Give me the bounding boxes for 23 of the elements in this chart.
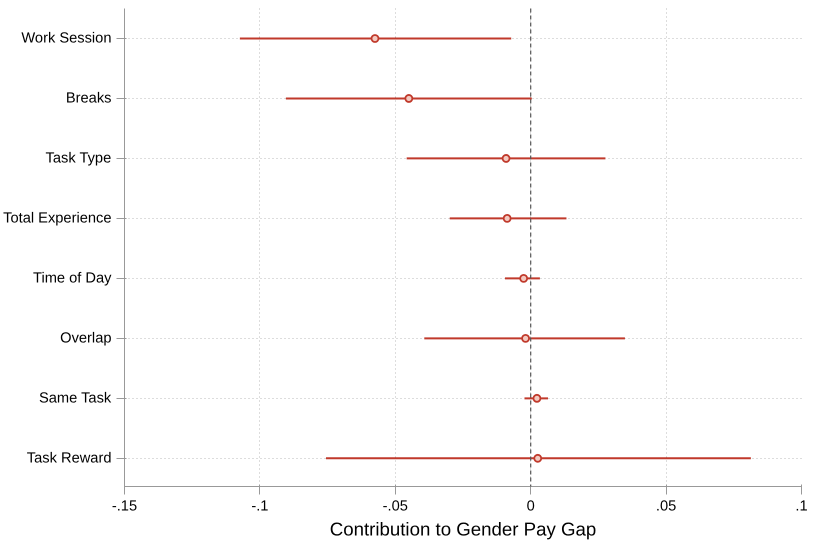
y-tick-label: Breaks (66, 90, 112, 106)
point (532, 394, 542, 403)
y-tick-label: Same Task (39, 390, 112, 406)
y-tick-label: Task Reward (26, 450, 112, 466)
x-tick-label: -.15 (112, 498, 138, 514)
x-tick-label: -.1 (251, 498, 268, 514)
y-tick-label: Time of Day (33, 270, 112, 286)
x-axis-title: Contribution to Gender Pay Gap (330, 518, 596, 540)
x-tick-label: -.05 (382, 498, 408, 514)
point (533, 454, 542, 463)
x-tick-label: .05 (656, 498, 676, 514)
y-tick-label: Work Session (21, 30, 112, 46)
y-tick-label: Total Experience (3, 210, 112, 226)
point (519, 274, 528, 283)
y-tick-label: Task Type (46, 150, 112, 166)
point (370, 34, 380, 43)
point (404, 94, 414, 103)
y-tick-label: Overlap (60, 330, 112, 346)
x-tick-label: .1 (795, 498, 808, 514)
point (521, 334, 530, 343)
point (502, 214, 512, 223)
point (502, 154, 510, 163)
x-tick-label: 0 (526, 498, 535, 514)
